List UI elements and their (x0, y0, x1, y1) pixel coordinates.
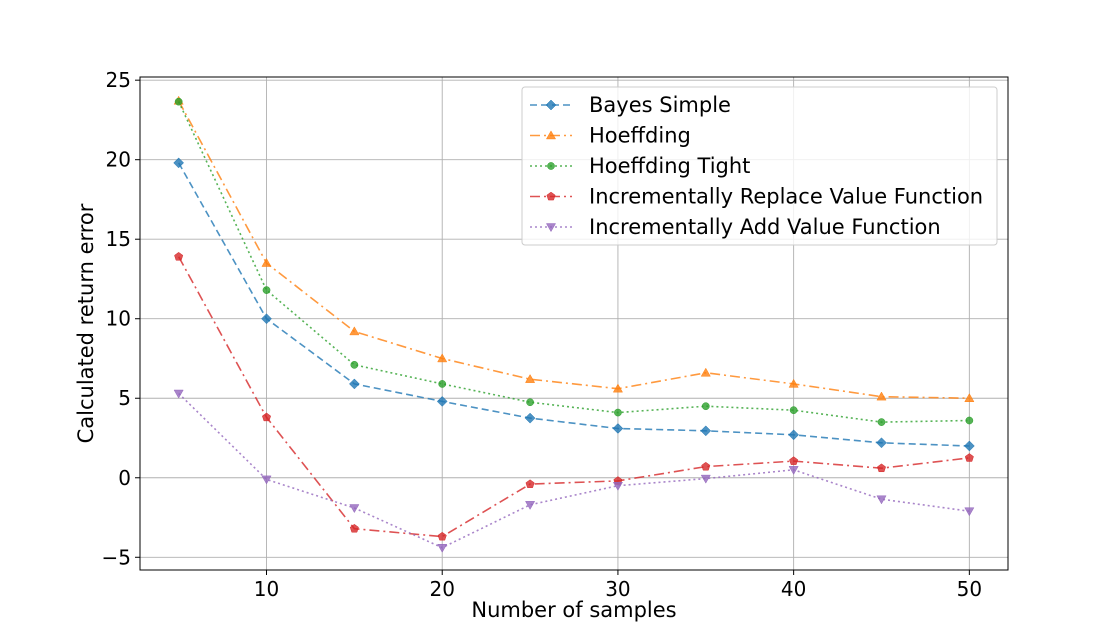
data-point (700, 425, 712, 437)
data-point (965, 416, 974, 425)
data-point (174, 251, 184, 261)
legend-marker (545, 130, 557, 140)
legend-label: Hoeffding Tight (589, 154, 750, 178)
data-point (526, 398, 534, 407)
legend-item: Incrementally Replace Value Function (530, 185, 983, 209)
data-point (612, 383, 623, 393)
data-point (349, 504, 360, 514)
legend-item: Hoeffding (530, 124, 691, 148)
data-point (700, 474, 711, 484)
data-point (350, 360, 359, 369)
data-point (964, 393, 975, 402)
y-tick-label: 0 (118, 466, 131, 490)
x-tick-label: 30 (605, 577, 630, 601)
data-point (700, 367, 711, 377)
legend-label: Hoeffding (589, 124, 691, 148)
series-line (177, 101, 970, 423)
data-point (174, 97, 183, 106)
x-axis-ticks: 10 20 30 40 50 (254, 570, 982, 601)
data-point (964, 507, 975, 517)
legend-item: Bayes Simple (530, 93, 731, 117)
legend-label: Incrementally Add Value Function (589, 215, 941, 239)
legend-marker (545, 99, 557, 111)
data-point (525, 479, 535, 488)
data-point (349, 378, 360, 390)
legend-item: Incrementally Add Value Function (530, 215, 941, 239)
legend-item: Hoeffding Tight (530, 154, 750, 178)
data-point (262, 412, 271, 422)
data-point (437, 353, 448, 363)
data-point (525, 501, 536, 510)
legend-marker (545, 223, 557, 233)
y-axis-label: Calculated return error (74, 203, 98, 443)
x-tick-label: 20 (429, 577, 454, 601)
legend-label: Incrementally Replace Value Function (589, 185, 983, 209)
data-point (438, 380, 447, 388)
plot-frame (139, 76, 1009, 571)
data-point (612, 423, 624, 434)
data-point (437, 544, 448, 553)
data-point (701, 402, 710, 411)
data-point (436, 396, 448, 407)
data-point (876, 437, 887, 449)
series-line (178, 162, 970, 447)
series-4 (173, 389, 975, 553)
data-point (876, 495, 887, 505)
legend-box (521, 86, 998, 246)
series-layer (173, 95, 975, 553)
series-3 (174, 251, 974, 541)
data-point (261, 475, 272, 485)
x-tick-label: 40 (781, 577, 806, 601)
data-point (349, 326, 360, 336)
data-point (701, 461, 711, 471)
data-point (877, 463, 886, 473)
data-point (964, 453, 974, 462)
y-tick-label: 25 (106, 68, 131, 92)
data-point (789, 456, 799, 465)
y-tick-label: 20 (106, 148, 131, 172)
data-point (789, 406, 798, 415)
data-point (788, 378, 799, 388)
legend-label: Bayes Simple (589, 93, 731, 117)
data-point (524, 412, 536, 424)
series-0 (173, 157, 975, 452)
data-point (963, 440, 975, 452)
y-tick-label: 15 (106, 227, 131, 251)
legend-marker (547, 162, 555, 170)
series-line (177, 256, 970, 538)
x-tick-label: 10 (254, 577, 279, 601)
legend: Bayes Simple Hoeffding Hoeffding Tight Incr… (521, 86, 998, 246)
data-point (261, 257, 272, 267)
y-axis-ticks: −5 0 5 10 15 20 25 (102, 68, 140, 569)
x-tick-label: 50 (957, 577, 982, 601)
data-point (261, 313, 272, 325)
data-point (788, 429, 799, 441)
y-tick-label: 5 (118, 386, 131, 410)
data-point (173, 157, 185, 169)
y-tick-label: −5 (102, 545, 131, 569)
data-point (876, 391, 887, 401)
series-line (177, 100, 970, 399)
y-tick-label: 10 (106, 307, 131, 331)
data-point (614, 408, 622, 417)
data-point (262, 286, 271, 294)
data-point (525, 374, 536, 383)
data-point (788, 466, 799, 475)
data-point (877, 418, 886, 426)
data-point (612, 482, 623, 491)
data-point (349, 523, 359, 533)
legend-marker (546, 191, 556, 201)
series-2 (174, 97, 974, 426)
series-line (178, 392, 970, 549)
x-axis-label: Number of samples (471, 598, 676, 622)
data-point (437, 531, 447, 541)
data-point (173, 389, 184, 399)
